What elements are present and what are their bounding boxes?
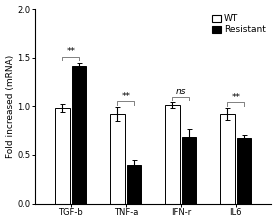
Y-axis label: Fold increased (mRNA): Fold increased (mRNA) — [6, 55, 15, 158]
Legend: WT, Resistant: WT, Resistant — [212, 14, 267, 35]
Text: **: ** — [231, 93, 240, 102]
Bar — [72, 66, 86, 204]
Text: **: ** — [121, 92, 130, 101]
Bar — [237, 138, 252, 204]
Text: **: ** — [66, 47, 75, 56]
Bar — [55, 108, 70, 204]
Bar — [182, 137, 196, 204]
Text: ns: ns — [176, 87, 186, 96]
Bar — [165, 105, 179, 204]
Bar — [220, 114, 235, 204]
Bar — [127, 165, 142, 204]
Bar — [110, 114, 125, 204]
